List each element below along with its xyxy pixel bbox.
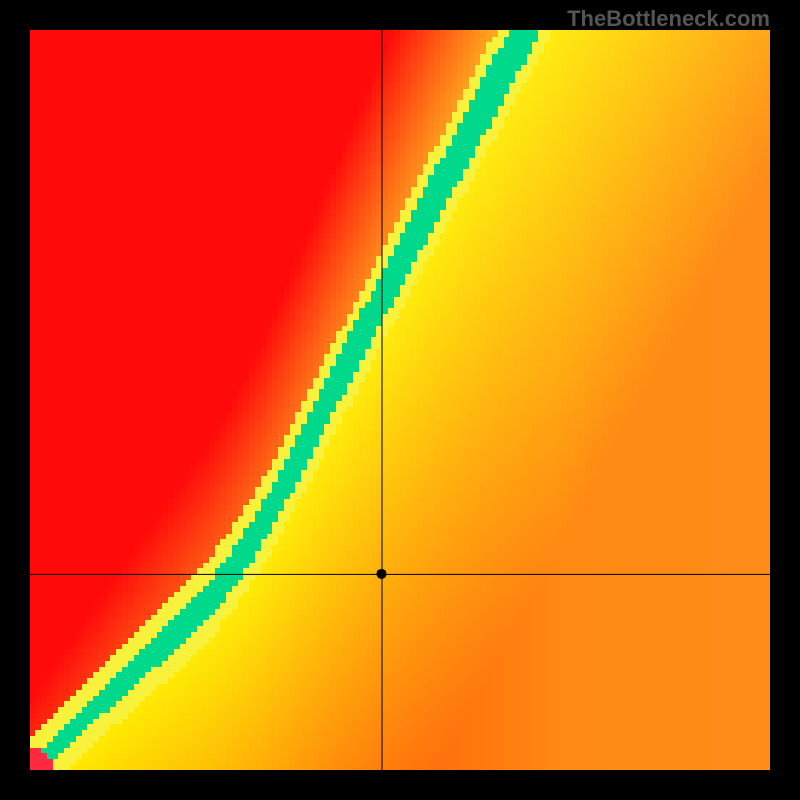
chart-container: TheBottleneck.com [0,0,800,800]
watermark-text: TheBottleneck.com [567,6,770,32]
bottleneck-heatmap [30,30,770,770]
